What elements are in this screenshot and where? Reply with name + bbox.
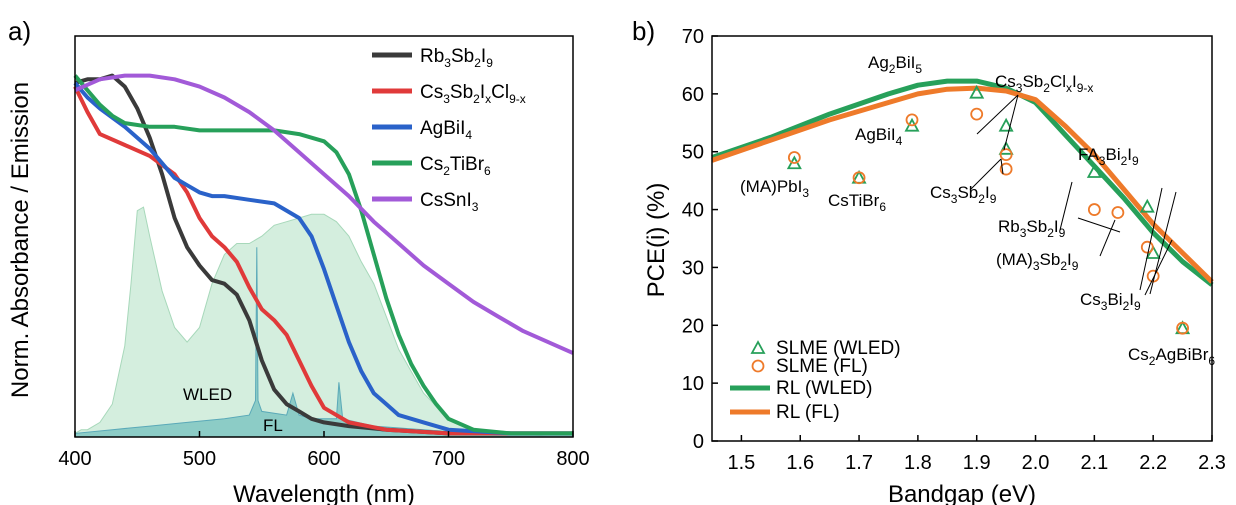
legend-marker-slme-wled	[750, 340, 766, 354]
b-y-tick-label: 30	[682, 257, 704, 279]
point-slme-fl	[999, 148, 1013, 162]
series-line-rb3sb2i9	[74, 73, 573, 436]
annot-cs2agbibr6: Cs2AgBiBr6	[1128, 345, 1215, 368]
a-legend: Rb3Sb2I9 Cs3Sb2IxCl9-x AgBiI4 Cs2TiBr6 C…	[372, 46, 526, 214]
series-line-cs3sb2ixcl9-x	[73, 85, 573, 436]
b-x-axis-label: Bandgap (eV)	[888, 481, 1036, 505]
series-line-rl-wled	[711, 78, 1214, 287]
a-wled-label: WLED	[183, 385, 232, 404]
b-y-tick-label: 70	[682, 26, 704, 48]
b-legend: SLME (WLED) SLME (FL) RL (WLED) RL (FL)	[730, 338, 901, 423]
legend-label-cs2tibr6: Cs2TiBr6	[420, 154, 491, 178]
point-slme-wled	[1086, 164, 1102, 178]
legend-marker-slme-fl	[751, 359, 765, 373]
legend-label-rl-fl: RL (FL)	[776, 402, 840, 423]
b-plot-frame	[711, 35, 1213, 442]
b-y-tick-label: 60	[682, 84, 704, 106]
b-x-tick-label: 2.3	[1198, 452, 1226, 474]
a-x-tick-label: 800	[556, 448, 589, 470]
point-slme-fl	[1087, 203, 1101, 216]
point-slme-wled	[969, 84, 985, 99]
legend-label-slme-fl: SLME (FL)	[776, 356, 868, 377]
a-x-tick-label: 400	[58, 448, 91, 470]
point-slme-fl	[1176, 321, 1189, 335]
b-x-tick-label: 1.5	[728, 452, 756, 474]
a-lines-group	[73, 73, 574, 436]
b-y-tick-label: 20	[682, 315, 704, 337]
series-line-cs2tibr6	[73, 74, 573, 436]
legend-label-rl-wled: RL (WLED)	[776, 378, 872, 399]
annot-agbii4: AgBiI4	[855, 125, 903, 148]
point-slme-fl	[787, 151, 801, 164]
annot-cs3sb2i9: Cs3Sb2I9	[930, 183, 997, 206]
b-y-ticks: 0 10 20 30 40 50 60 70	[682, 26, 718, 453]
spectrum-wled	[74, 206, 573, 438]
b-y-tick-label: 10	[682, 373, 704, 395]
a-x-tick-label: 500	[183, 448, 216, 470]
panel-b: b) 1.5 1.6 1.7 1.8 1.9 2.0 2.1 2.2 2.3 0 10 20 30 40…	[632, 16, 1226, 505]
b-x-tick-label: 1.6	[786, 452, 814, 474]
point-slme-wled	[998, 140, 1014, 155]
annot-mapbi3: (MA)PbI3	[740, 177, 809, 200]
b-x-tick-label: 2.2	[1139, 452, 1167, 474]
a-spectra-group	[74, 206, 574, 438]
point-slme-fl	[1111, 206, 1125, 219]
b-y-tick-label: 40	[682, 200, 704, 222]
a-x-tick-label: 600	[307, 448, 340, 470]
panel-b-label: b)	[632, 16, 655, 46]
annot-ag2bii5: Ag2BiI5	[868, 53, 922, 76]
b-x-tick-label: 1.7	[845, 452, 873, 474]
b-x-tick-label: 1.9	[963, 452, 991, 474]
b-y-tick-label: 50	[682, 142, 704, 164]
annot-ma3sb2i9: (MA)3Sb2I9	[996, 250, 1079, 273]
b-x-tick-label: 1.8	[904, 452, 932, 474]
a-y-axis-label: Norm. Absorbance / Emission	[7, 82, 34, 398]
a-x-axis-label: Wavelength (nm)	[233, 481, 415, 505]
panel-a: a) 400 500 600 700 800 Wavelength (nm) Norm.…	[7, 16, 590, 505]
series-line-agbii4	[73, 81, 573, 436]
panel-a-label: a)	[8, 16, 31, 46]
legend-label-rb3sb2i9: Rb3Sb2I9	[420, 46, 493, 70]
b-x-tick-label: 2.1	[1080, 452, 1108, 474]
legend-label-cs3sb2ixcl9x: Cs3Sb2IxCl9-x	[420, 82, 526, 106]
annot-cstibr6: CsTiBr6	[828, 191, 886, 214]
point-slme-wled	[1139, 198, 1155, 213]
b-x-ticks: 1.5 1.6 1.7 1.8 1.9 2.0 2.1 2.2 2.3	[728, 435, 1226, 474]
point-slme-fl	[852, 171, 866, 185]
series-line-cssni3	[74, 73, 574, 355]
b-y-tick-label: 0	[693, 431, 704, 453]
point-slme-fl	[1140, 240, 1154, 254]
point-slme-fl	[905, 113, 919, 127]
b-points-group	[786, 84, 1191, 335]
b-x-tick-label: 2.0	[1022, 452, 1050, 474]
legend-label-slme-wled: SLME (WLED)	[776, 338, 901, 359]
legend-label-cssni3: CsSnI3	[420, 190, 479, 214]
b-leader-lines	[969, 94, 1177, 296]
legend-label-agbii4: AgBiI4	[420, 118, 472, 142]
annot-fa3bi2i9: FA3Bi2I9	[1078, 145, 1139, 168]
a-x-tick-label: 700	[432, 448, 465, 470]
point-slme-fl	[999, 162, 1013, 176]
annot-cs3bi2i9: Cs3Bi2I9	[1080, 290, 1141, 313]
a-fl-label: FL	[263, 416, 283, 435]
b-y-axis-label: PCE(i) (%)	[643, 183, 670, 298]
point-slme-wled	[998, 117, 1014, 132]
a-x-ticks: 400 500 600 700 800	[58, 431, 590, 470]
annot-rb3sb2i9: Rb3Sb2I9	[998, 217, 1066, 240]
point-slme-fl	[970, 107, 984, 121]
